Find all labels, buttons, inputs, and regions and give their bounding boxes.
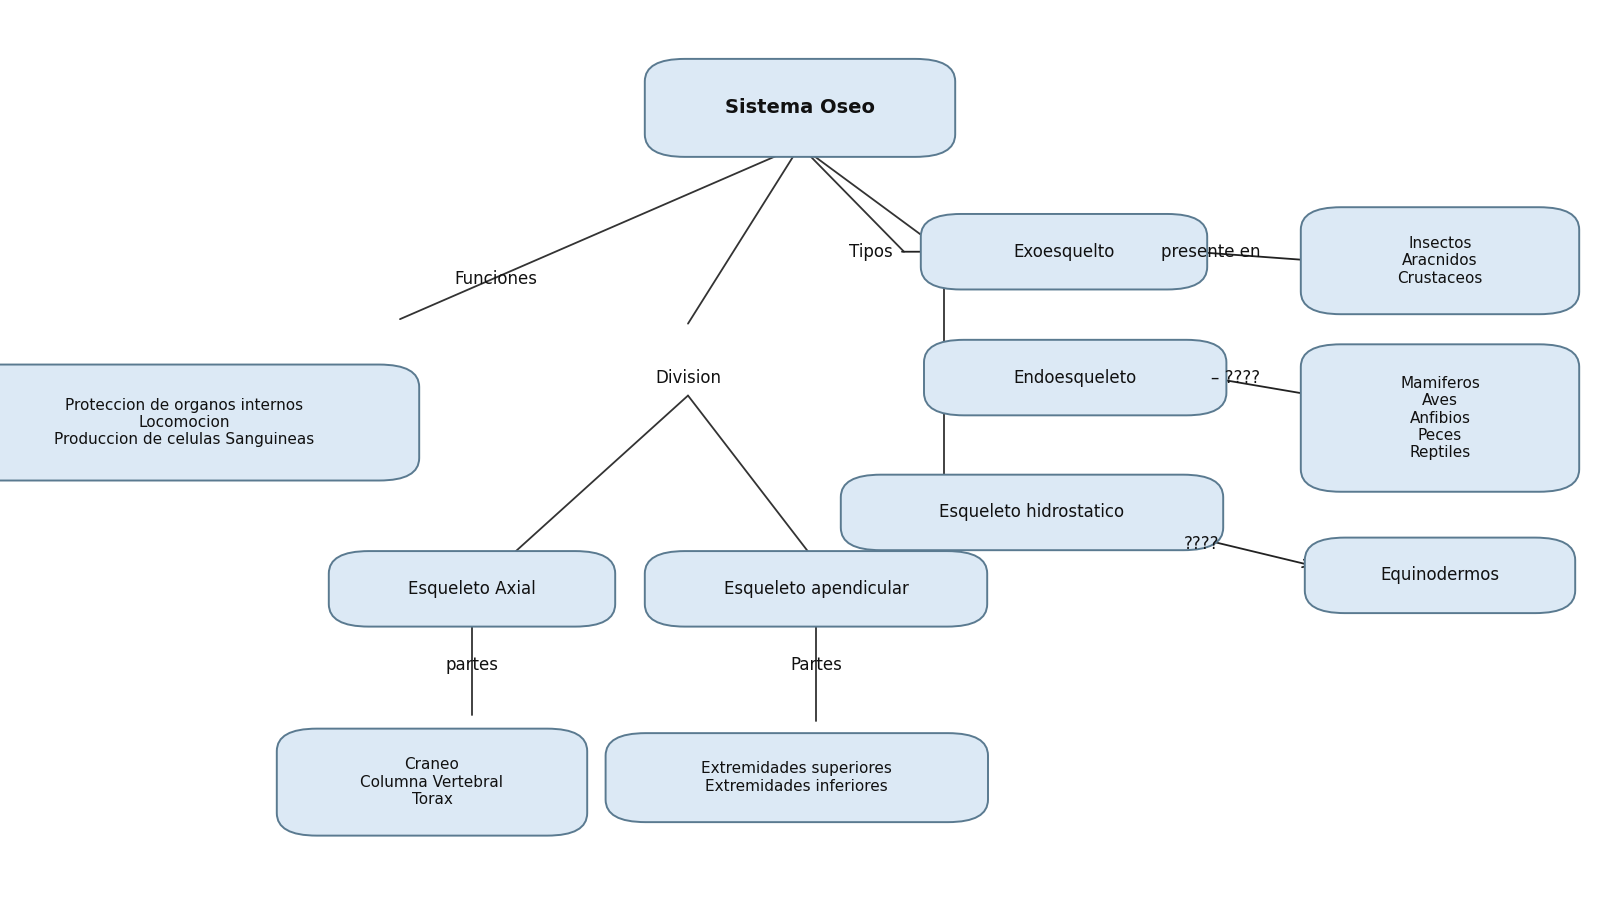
Text: Esqueleto apendicular: Esqueleto apendicular [723,580,909,598]
FancyBboxPatch shape [277,728,587,836]
Text: Extremidades superiores
Extremidades inferiores: Extremidades superiores Extremidades inf… [701,761,893,794]
FancyBboxPatch shape [330,551,614,627]
Text: partes: partes [445,656,499,674]
Text: Mamiferos
Aves
Anfibios
Peces
Reptiles: Mamiferos Aves Anfibios Peces Reptiles [1400,376,1480,460]
FancyBboxPatch shape [0,365,419,480]
Text: – ????: – ???? [1211,369,1261,387]
FancyBboxPatch shape [605,734,987,822]
Text: Exoesquelto: Exoesquelto [1013,243,1115,261]
FancyBboxPatch shape [1301,344,1579,492]
FancyBboxPatch shape [925,340,1226,415]
FancyBboxPatch shape [1301,208,1579,315]
Text: Endoesqueleto: Endoesqueleto [1013,369,1138,387]
Text: Esqueleto hidrostatico: Esqueleto hidrostatico [939,503,1125,521]
Text: Funciones: Funciones [454,270,538,288]
Text: Tipos: Tipos [850,243,893,261]
Text: Partes: Partes [790,656,842,674]
FancyBboxPatch shape [922,214,1206,289]
Text: Equinodermos: Equinodermos [1381,566,1499,584]
Text: Esqueleto Axial: Esqueleto Axial [408,580,536,598]
Text: ????: ???? [1184,535,1219,553]
Text: Proteccion de organos internos
Locomocion
Produccion de celulas Sanguineas: Proteccion de organos internos Locomocio… [54,397,314,448]
FancyBboxPatch shape [645,59,955,156]
Text: Division: Division [654,369,722,387]
Text: Craneo
Columna Vertebral
Torax: Craneo Columna Vertebral Torax [360,757,504,807]
FancyBboxPatch shape [645,551,987,627]
Text: Insectos
Aracnidos
Crustaceos: Insectos Aracnidos Crustaceos [1397,236,1483,286]
FancyBboxPatch shape [1306,538,1574,613]
Text: Sistema Oseo: Sistema Oseo [725,98,875,118]
Text: presente en: presente en [1162,243,1261,261]
FancyBboxPatch shape [842,475,1222,550]
